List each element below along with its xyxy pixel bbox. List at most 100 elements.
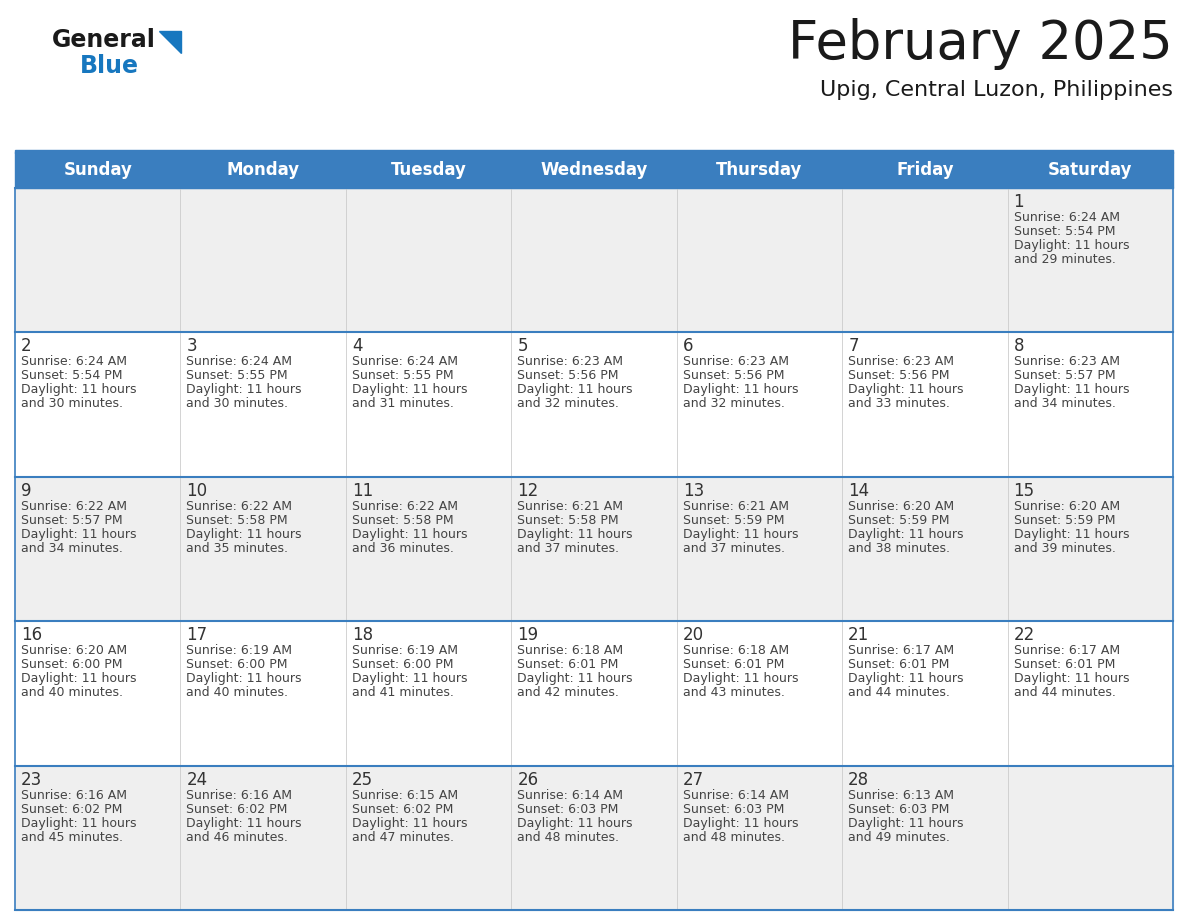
Text: Sunset: 5:55 PM: Sunset: 5:55 PM: [352, 369, 454, 383]
Text: Daylight: 11 hours: Daylight: 11 hours: [848, 384, 963, 397]
Text: 25: 25: [352, 770, 373, 789]
Text: and 36 minutes.: and 36 minutes.: [352, 542, 454, 554]
Text: Daylight: 11 hours: Daylight: 11 hours: [21, 528, 137, 541]
Text: Sunrise: 6:21 AM: Sunrise: 6:21 AM: [517, 499, 624, 513]
Text: Sunset: 5:56 PM: Sunset: 5:56 PM: [683, 369, 784, 383]
Text: Sunrise: 6:23 AM: Sunrise: 6:23 AM: [517, 355, 624, 368]
Text: Friday: Friday: [896, 161, 954, 179]
Text: and 44 minutes.: and 44 minutes.: [1013, 686, 1116, 700]
Text: 28: 28: [848, 770, 870, 789]
Text: Sunrise: 6:20 AM: Sunrise: 6:20 AM: [21, 644, 127, 657]
Text: Thursday: Thursday: [716, 161, 803, 179]
Text: and 48 minutes.: and 48 minutes.: [683, 831, 785, 844]
Text: and 49 minutes.: and 49 minutes.: [848, 831, 950, 844]
Bar: [15, 766, 1173, 910]
Text: Sunrise: 6:14 AM: Sunrise: 6:14 AM: [517, 789, 624, 801]
Text: Daylight: 11 hours: Daylight: 11 hours: [187, 672, 302, 685]
Text: Daylight: 11 hours: Daylight: 11 hours: [352, 817, 467, 830]
Text: Daylight: 11 hours: Daylight: 11 hours: [187, 384, 302, 397]
Text: Daylight: 11 hours: Daylight: 11 hours: [683, 672, 798, 685]
Text: Daylight: 11 hours: Daylight: 11 hours: [187, 817, 302, 830]
Text: and 43 minutes.: and 43 minutes.: [683, 686, 784, 700]
Text: Sunrise: 6:23 AM: Sunrise: 6:23 AM: [683, 355, 789, 368]
Text: Sunset: 6:03 PM: Sunset: 6:03 PM: [683, 802, 784, 815]
Text: Daylight: 11 hours: Daylight: 11 hours: [517, 817, 633, 830]
Text: Sunset: 6:01 PM: Sunset: 6:01 PM: [517, 658, 619, 671]
Text: Sunrise: 6:19 AM: Sunrise: 6:19 AM: [352, 644, 457, 657]
Text: Sunset: 6:03 PM: Sunset: 6:03 PM: [848, 802, 949, 815]
Text: and 41 minutes.: and 41 minutes.: [352, 686, 454, 700]
Text: Daylight: 11 hours: Daylight: 11 hours: [517, 528, 633, 541]
Text: 18: 18: [352, 626, 373, 644]
Text: Daylight: 11 hours: Daylight: 11 hours: [848, 672, 963, 685]
Text: 16: 16: [21, 626, 42, 644]
Bar: [15, 621, 1173, 766]
Text: Sunset: 5:57 PM: Sunset: 5:57 PM: [21, 514, 122, 527]
Text: Daylight: 11 hours: Daylight: 11 hours: [1013, 672, 1129, 685]
Text: and 37 minutes.: and 37 minutes.: [517, 542, 619, 554]
Text: February 2025: February 2025: [789, 18, 1173, 70]
Text: Daylight: 11 hours: Daylight: 11 hours: [683, 817, 798, 830]
Text: Daylight: 11 hours: Daylight: 11 hours: [683, 528, 798, 541]
Bar: [15, 332, 1173, 476]
Text: and 45 minutes.: and 45 minutes.: [21, 831, 124, 844]
Text: 26: 26: [517, 770, 538, 789]
Text: Sunrise: 6:18 AM: Sunrise: 6:18 AM: [683, 644, 789, 657]
Text: and 34 minutes.: and 34 minutes.: [21, 542, 122, 554]
Text: and 35 minutes.: and 35 minutes.: [187, 542, 289, 554]
Text: Daylight: 11 hours: Daylight: 11 hours: [21, 817, 137, 830]
Text: Sunrise: 6:23 AM: Sunrise: 6:23 AM: [848, 355, 954, 368]
Text: Sunset: 6:02 PM: Sunset: 6:02 PM: [187, 802, 287, 815]
Text: Sunset: 5:59 PM: Sunset: 5:59 PM: [1013, 514, 1116, 527]
Text: Sunrise: 6:21 AM: Sunrise: 6:21 AM: [683, 499, 789, 513]
Text: and 46 minutes.: and 46 minutes.: [187, 831, 289, 844]
Text: Saturday: Saturday: [1048, 161, 1132, 179]
Text: Sunrise: 6:22 AM: Sunrise: 6:22 AM: [352, 499, 457, 513]
Text: Sunrise: 6:22 AM: Sunrise: 6:22 AM: [21, 499, 127, 513]
Text: and 29 minutes.: and 29 minutes.: [1013, 253, 1116, 266]
Text: Daylight: 11 hours: Daylight: 11 hours: [1013, 528, 1129, 541]
Text: 7: 7: [848, 338, 859, 355]
Text: 24: 24: [187, 770, 208, 789]
Text: Sunset: 5:56 PM: Sunset: 5:56 PM: [517, 369, 619, 383]
Text: Sunrise: 6:13 AM: Sunrise: 6:13 AM: [848, 789, 954, 801]
Text: 1: 1: [1013, 193, 1024, 211]
Text: Daylight: 11 hours: Daylight: 11 hours: [352, 384, 467, 397]
Text: 14: 14: [848, 482, 870, 499]
Text: 5: 5: [517, 338, 527, 355]
Text: 20: 20: [683, 626, 703, 644]
Text: Sunset: 5:57 PM: Sunset: 5:57 PM: [1013, 369, 1116, 383]
Text: Tuesday: Tuesday: [391, 161, 467, 179]
Text: Sunrise: 6:16 AM: Sunrise: 6:16 AM: [187, 789, 292, 801]
Text: Sunset: 5:58 PM: Sunset: 5:58 PM: [187, 514, 287, 527]
Text: Upig, Central Luzon, Philippines: Upig, Central Luzon, Philippines: [820, 80, 1173, 100]
Text: Sunset: 5:54 PM: Sunset: 5:54 PM: [1013, 225, 1116, 238]
Bar: [15, 152, 1173, 188]
Text: Sunrise: 6:15 AM: Sunrise: 6:15 AM: [352, 789, 459, 801]
Text: Sunset: 6:03 PM: Sunset: 6:03 PM: [517, 802, 619, 815]
Text: Sunrise: 6:22 AM: Sunrise: 6:22 AM: [187, 499, 292, 513]
Text: Sunset: 6:02 PM: Sunset: 6:02 PM: [352, 802, 454, 815]
Text: 22: 22: [1013, 626, 1035, 644]
Text: 9: 9: [21, 482, 32, 499]
Text: Daylight: 11 hours: Daylight: 11 hours: [352, 528, 467, 541]
Text: and 38 minutes.: and 38 minutes.: [848, 542, 950, 554]
Text: Wednesday: Wednesday: [541, 161, 647, 179]
Text: and 39 minutes.: and 39 minutes.: [1013, 542, 1116, 554]
Text: and 32 minutes.: and 32 minutes.: [683, 397, 784, 410]
Text: Sunset: 5:59 PM: Sunset: 5:59 PM: [683, 514, 784, 527]
Text: Sunrise: 6:16 AM: Sunrise: 6:16 AM: [21, 789, 127, 801]
Text: 8: 8: [1013, 338, 1024, 355]
Text: Sunset: 6:02 PM: Sunset: 6:02 PM: [21, 802, 122, 815]
Text: 2: 2: [21, 338, 32, 355]
Text: Sunrise: 6:24 AM: Sunrise: 6:24 AM: [352, 355, 457, 368]
Text: Sunrise: 6:19 AM: Sunrise: 6:19 AM: [187, 644, 292, 657]
Text: 3: 3: [187, 338, 197, 355]
Text: Sunrise: 6:24 AM: Sunrise: 6:24 AM: [187, 355, 292, 368]
Text: Sunrise: 6:20 AM: Sunrise: 6:20 AM: [848, 499, 954, 513]
Text: Sunset: 6:00 PM: Sunset: 6:00 PM: [352, 658, 454, 671]
Bar: [15, 476, 1173, 621]
Text: General: General: [52, 28, 156, 52]
Text: Daylight: 11 hours: Daylight: 11 hours: [21, 672, 137, 685]
Text: 6: 6: [683, 338, 694, 355]
